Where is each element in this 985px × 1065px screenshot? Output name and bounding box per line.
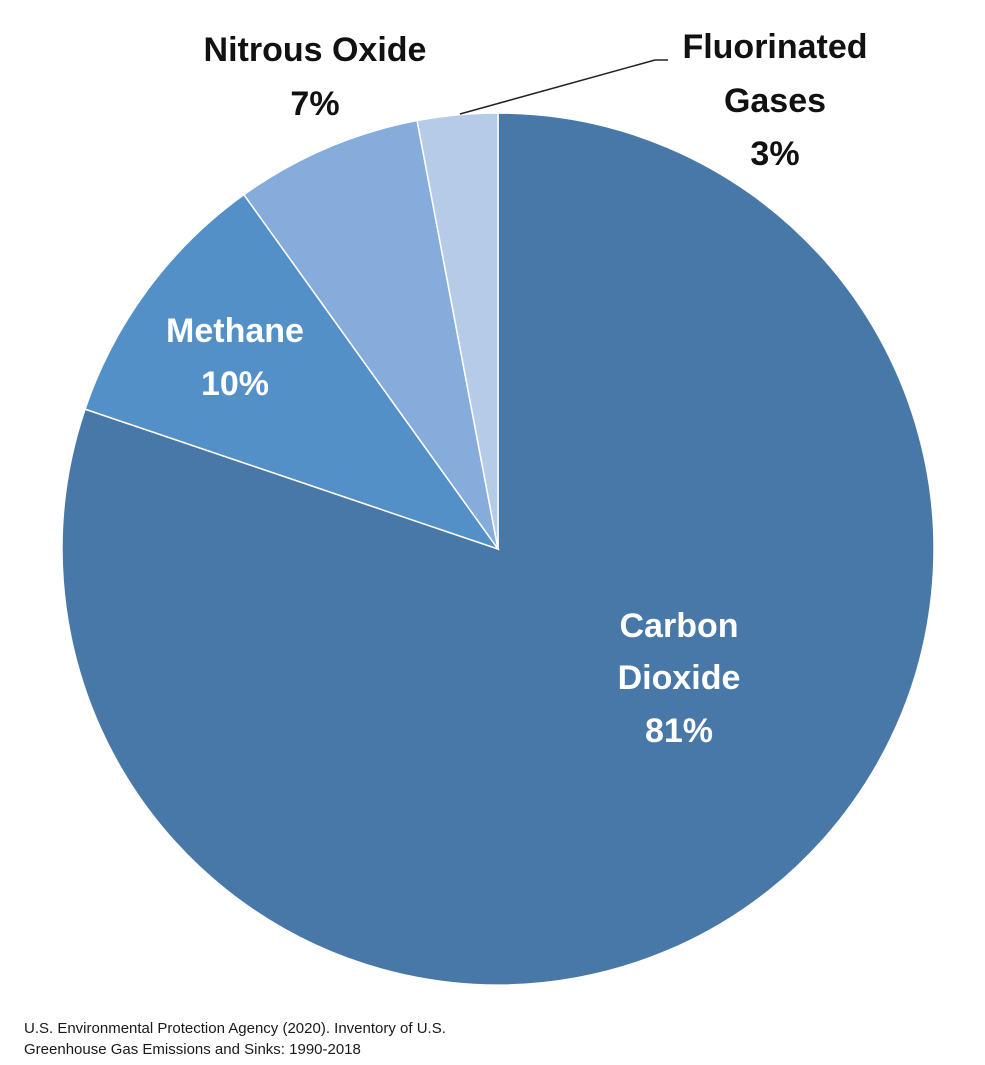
fluorinated-gases-label: Fluorinated: [682, 28, 867, 66]
source-citation: U.S. Environmental Protection Agency (20…: [24, 1018, 446, 1060]
nitrous-oxide-label: Nitrous Oxide: [204, 31, 427, 69]
methane-percent: 10%: [201, 365, 269, 403]
nitrous-oxide-percent: 7%: [290, 85, 339, 123]
pie-slice-fluorinated-gases: [416, 112, 499, 550]
carbon-dioxide-percent: 81%: [645, 712, 713, 750]
pie-slice-methane: [84, 193, 500, 551]
fluorinated-gases-percent: 3%: [750, 135, 799, 173]
methane-label: Methane: [166, 312, 304, 350]
carbon-dioxide-label-line2: Dioxide: [618, 659, 741, 697]
source-citation-line1: U.S. Environmental Protection Agency (20…: [24, 1020, 446, 1037]
pie-slices: [61, 112, 935, 986]
pie-chart: Carbon Dioxide 81% Methane 10% Nitrous O…: [61, 28, 935, 986]
fluorinated-gases-leader-line: [459, 59, 656, 115]
carbon-dioxide-label: Carbon: [620, 607, 739, 645]
pie-slice-nitrous-oxide: [242, 119, 499, 550]
source-citation-line2: Greenhouse Gas Emissions and Sinks: 1990…: [24, 1041, 361, 1058]
fluorinated-gases-label-line2: Gases: [724, 82, 826, 120]
